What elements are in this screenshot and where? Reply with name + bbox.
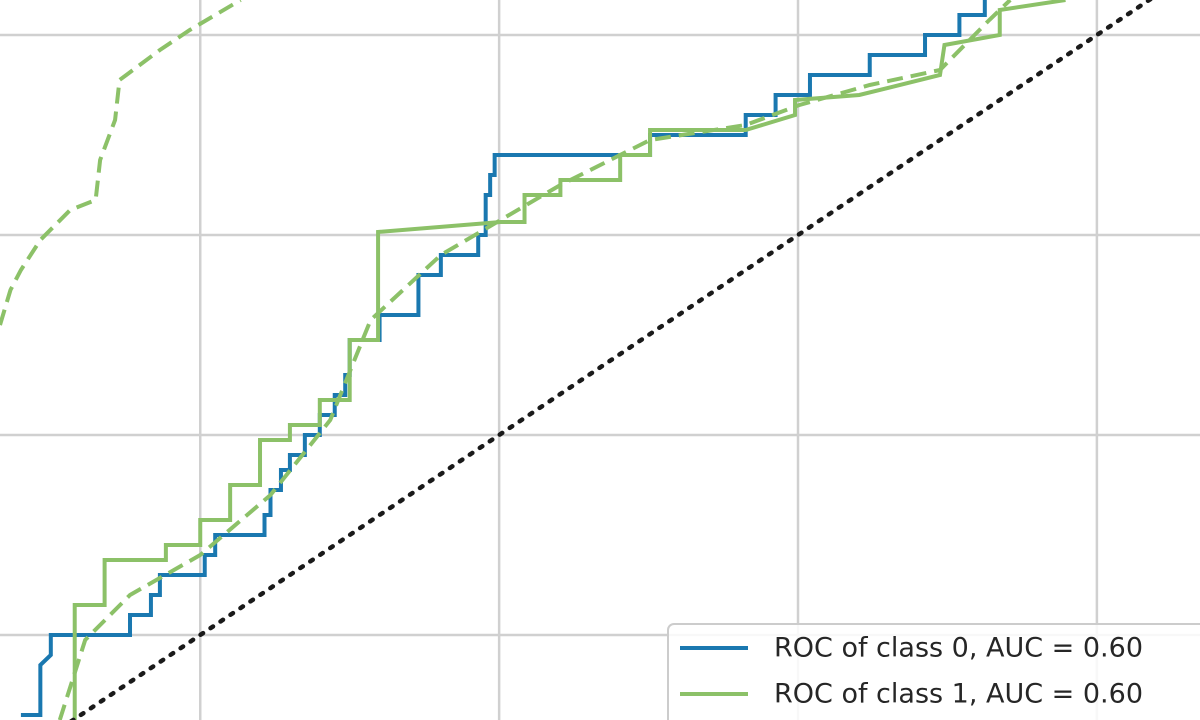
legend-label: ROC of class 0, AUC = 0.60 (774, 633, 1143, 664)
series-line (20, 0, 987, 717)
series-line (0, 0, 242, 326)
legend-label: ROC of class 1, AUC = 0.60 (774, 679, 1143, 710)
legend: ROC of class 0, AUC = 0.60 ROC of class 1… (667, 623, 1200, 720)
legend-box (667, 623, 1200, 720)
series-line (57, 0, 1012, 720)
series-line (72, 0, 1066, 720)
